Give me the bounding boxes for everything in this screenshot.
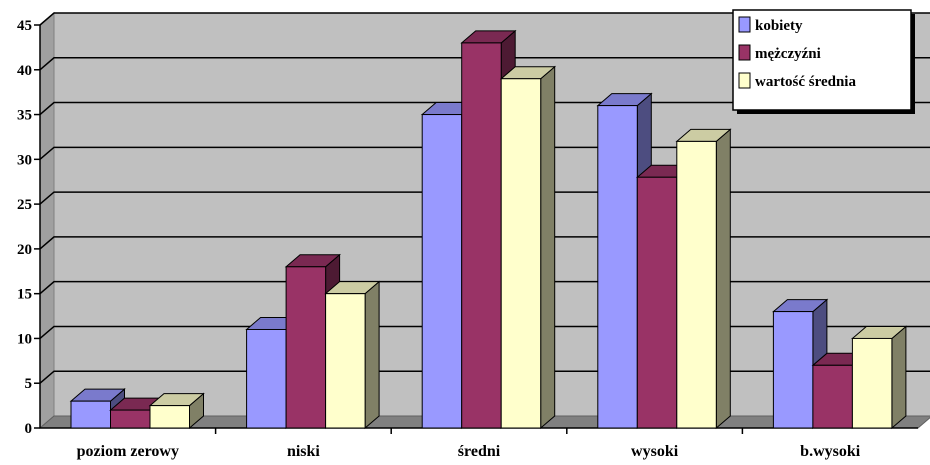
- bar-front: [500, 78, 542, 429]
- bar-front: [772, 311, 814, 429]
- gridline: [39, 57, 930, 71]
- bar: [675, 128, 732, 430]
- gridline: [39, 12, 930, 26]
- y-tick-label: 15: [17, 287, 32, 303]
- y-tick-label: 20: [17, 242, 32, 258]
- legend-swatch: [738, 72, 751, 89]
- x-category-label: wysoki: [631, 443, 679, 460]
- legend-label: kobiety: [755, 18, 803, 34]
- bar-front: [149, 405, 190, 429]
- bars: [69, 29, 908, 430]
- y-tick-label: 45: [17, 18, 32, 34]
- bar-front: [636, 176, 678, 429]
- x-category-label: średni: [458, 443, 501, 460]
- bar: [499, 65, 557, 430]
- legend-box: [732, 9, 912, 111]
- bar-front: [812, 364, 853, 429]
- bar: [851, 325, 908, 430]
- bar: [324, 280, 381, 430]
- bar-side: [364, 280, 380, 430]
- y-tick-label: 10: [17, 331, 32, 347]
- bar-front: [676, 140, 717, 429]
- y-tick-label: 35: [17, 108, 32, 124]
- bar-front: [851, 337, 893, 429]
- bar-side: [540, 65, 556, 430]
- y-tick-label: 25: [17, 197, 32, 213]
- x-category-label: niski: [287, 443, 320, 460]
- bar-front: [461, 42, 502, 429]
- x-category-label: poziom zerowy: [77, 443, 179, 460]
- legend-label: mężczyźni: [755, 46, 821, 62]
- bar-front: [70, 400, 111, 429]
- x-axis-labels: poziom zerowy niski średni wysoki b.wysoki: [77, 428, 861, 460]
- legend-label: wartość średnia: [755, 74, 856, 90]
- bar-front: [110, 409, 151, 429]
- bar-side: [891, 325, 907, 430]
- bar-front: [597, 105, 638, 429]
- bar-front: [246, 328, 287, 429]
- y-tick-label: 30: [17, 152, 32, 168]
- bar-front: [421, 114, 463, 429]
- y-tick-label: 40: [17, 63, 32, 79]
- legend-swatch: [738, 16, 751, 33]
- legend-swatch: [738, 44, 751, 61]
- x-category-label: b.wysoki: [800, 443, 861, 460]
- bar-front: [325, 293, 366, 429]
- bar-side: [715, 128, 731, 430]
- legend: kobiety mężczyźni wartość średnia: [732, 9, 915, 114]
- y-tick-label: 0: [25, 421, 33, 437]
- bar: [148, 392, 205, 430]
- y-tick-label: 5: [25, 376, 33, 392]
- y-axis-ticks: 0 5 10 15 20 25 30 35 40 45: [17, 18, 40, 437]
- bar-front: [285, 266, 327, 429]
- plot-side-wall: [39, 11, 55, 430]
